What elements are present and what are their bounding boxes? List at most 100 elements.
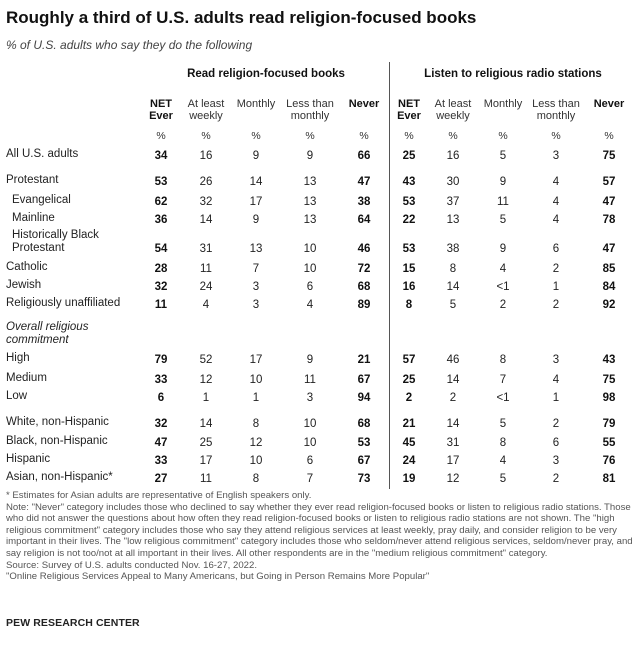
table-cell: 5: [499, 473, 507, 485]
table-cell: 10: [303, 437, 317, 449]
table-cell: 43: [402, 176, 416, 188]
table-cell: 72: [357, 263, 371, 275]
row-label: Religiously unaffiliated: [6, 297, 121, 309]
table-cell: 47: [602, 243, 616, 255]
table-row: Evangelical 62 32 17 13 38 53 37 11 4 47: [0, 192, 640, 210]
table-cell: 81: [602, 473, 616, 485]
table-cell: 5: [449, 299, 457, 311]
table-cell: 54: [154, 243, 168, 255]
row-label: High: [6, 352, 30, 364]
table-cell: 7: [499, 374, 507, 386]
table-cell: 36: [154, 214, 168, 226]
table-cell: 3: [552, 150, 560, 162]
table-row: Catholic 28 11 7 10 72 15 8 4 2 85: [0, 259, 640, 277]
subtitle: % of U.S. adults who say they do the fol…: [6, 38, 253, 52]
table-cell: 8: [252, 418, 260, 430]
table-cell: 17: [199, 455, 213, 467]
table-cell: 7: [306, 473, 314, 485]
table-cell: 4: [552, 374, 560, 386]
table-cell: 45: [402, 437, 416, 449]
row-label: Hispanic: [6, 453, 51, 465]
table-cell: 46: [357, 243, 371, 255]
table-cell: 24: [402, 455, 416, 467]
table-cell: 13: [303, 196, 317, 208]
row-label: Jewish: [6, 279, 42, 291]
table-row: Overall religious commitment: [0, 321, 640, 347]
table-cell: 21: [357, 354, 371, 366]
table-cell: 68: [357, 281, 371, 293]
table-cell: 55: [602, 437, 616, 449]
table-cell: 94: [357, 392, 371, 404]
column-header: Less than monthly: [532, 98, 580, 122]
table-cell: 9: [252, 150, 260, 162]
table-cell: 9: [499, 243, 507, 255]
table-cell: 43: [602, 354, 616, 366]
table-cell: 67: [357, 374, 371, 386]
row-label: Medium: [6, 372, 47, 384]
table-cell: 8: [499, 354, 507, 366]
row-label: Evangelical: [12, 194, 71, 206]
table-cell: 11: [154, 299, 168, 311]
table-cell: 2: [552, 263, 560, 275]
table-cell: 11: [497, 196, 509, 208]
footnote-note: Note: "Never" category includes those wh…: [6, 501, 633, 559]
table-cell: 33: [154, 374, 168, 386]
table-cell: 75: [602, 150, 616, 162]
table-cell: 3: [306, 392, 314, 404]
table-cell: 47: [357, 176, 371, 188]
table-row: Hispanic 33 17 10 6 67 24 17 4 3 76: [0, 451, 640, 469]
table-cell: 14: [199, 214, 213, 226]
table-cell: 13: [303, 176, 317, 188]
table-cell: 25: [199, 437, 213, 449]
table-cell: 6: [306, 281, 314, 293]
brand-logo-text: PEW RESEARCH CENTER: [6, 617, 140, 629]
percent-symbol: %: [404, 130, 414, 142]
table-row: White, non-Hispanic 32 14 8 10 68 21 14 5 2 79: [0, 414, 640, 432]
table-cell: 1: [252, 392, 260, 404]
table-cell: 98: [602, 392, 616, 404]
table-cell: 13: [446, 214, 460, 226]
table-cell: 2: [552, 473, 560, 485]
table-cell: 47: [154, 437, 168, 449]
table-row: High 79 52 17 9 21 57 46 8 3 43: [0, 350, 640, 368]
column-header: Never: [348, 98, 380, 110]
table-row: Historically Black Protestant 54 31 13 10 46 5…: [0, 229, 640, 257]
percent-symbol: %: [448, 130, 458, 142]
table-cell: 79: [602, 418, 616, 430]
table-cell: 9: [252, 214, 260, 226]
table-cell: 2: [552, 418, 560, 430]
table-cell: 4: [552, 176, 560, 188]
column-header: At least weekly: [187, 98, 225, 122]
percent-symbol: %: [551, 130, 561, 142]
table-cell: 53: [357, 437, 371, 449]
table-cell: <1: [496, 281, 510, 293]
table-cell: 4: [306, 299, 314, 311]
column-header: Monthly: [236, 98, 276, 110]
table-cell: 79: [154, 354, 168, 366]
table-cell: 14: [249, 176, 263, 188]
table-row: Black, non-Hispanic 47 25 12 10 53 45 31 8 6 55: [0, 433, 640, 451]
table-cell: 17: [446, 455, 460, 467]
table-cell: 10: [303, 263, 317, 275]
table-cell: 5: [499, 214, 507, 226]
table-cell: 11: [304, 374, 316, 386]
table-cell: 67: [357, 455, 371, 467]
table-cell: 2: [405, 392, 413, 404]
row-label: White, non-Hispanic: [6, 416, 109, 428]
table-cell: 5: [499, 150, 507, 162]
column-header: Monthly: [483, 98, 523, 110]
table-row: All U.S. adults 34 16 9 9 66 25 16 5 3 75: [0, 146, 640, 164]
table-cell: 2: [449, 392, 457, 404]
table-cell: 7: [252, 263, 260, 275]
column-header: Never: [593, 98, 625, 110]
column-divider: [389, 62, 390, 489]
table-cell: 22: [402, 214, 416, 226]
footnote-source: Source: Survey of U.S. adults conducted …: [6, 559, 258, 571]
table-cell: 33: [154, 455, 168, 467]
table-cell: 66: [357, 150, 371, 162]
table-cell: 3: [552, 354, 560, 366]
section-label: Overall religious commitment: [6, 321, 89, 346]
percent-symbol: %: [498, 130, 508, 142]
table-cell: 47: [602, 196, 616, 208]
page-title: Roughly a third of U.S. adults read reli…: [6, 8, 477, 27]
